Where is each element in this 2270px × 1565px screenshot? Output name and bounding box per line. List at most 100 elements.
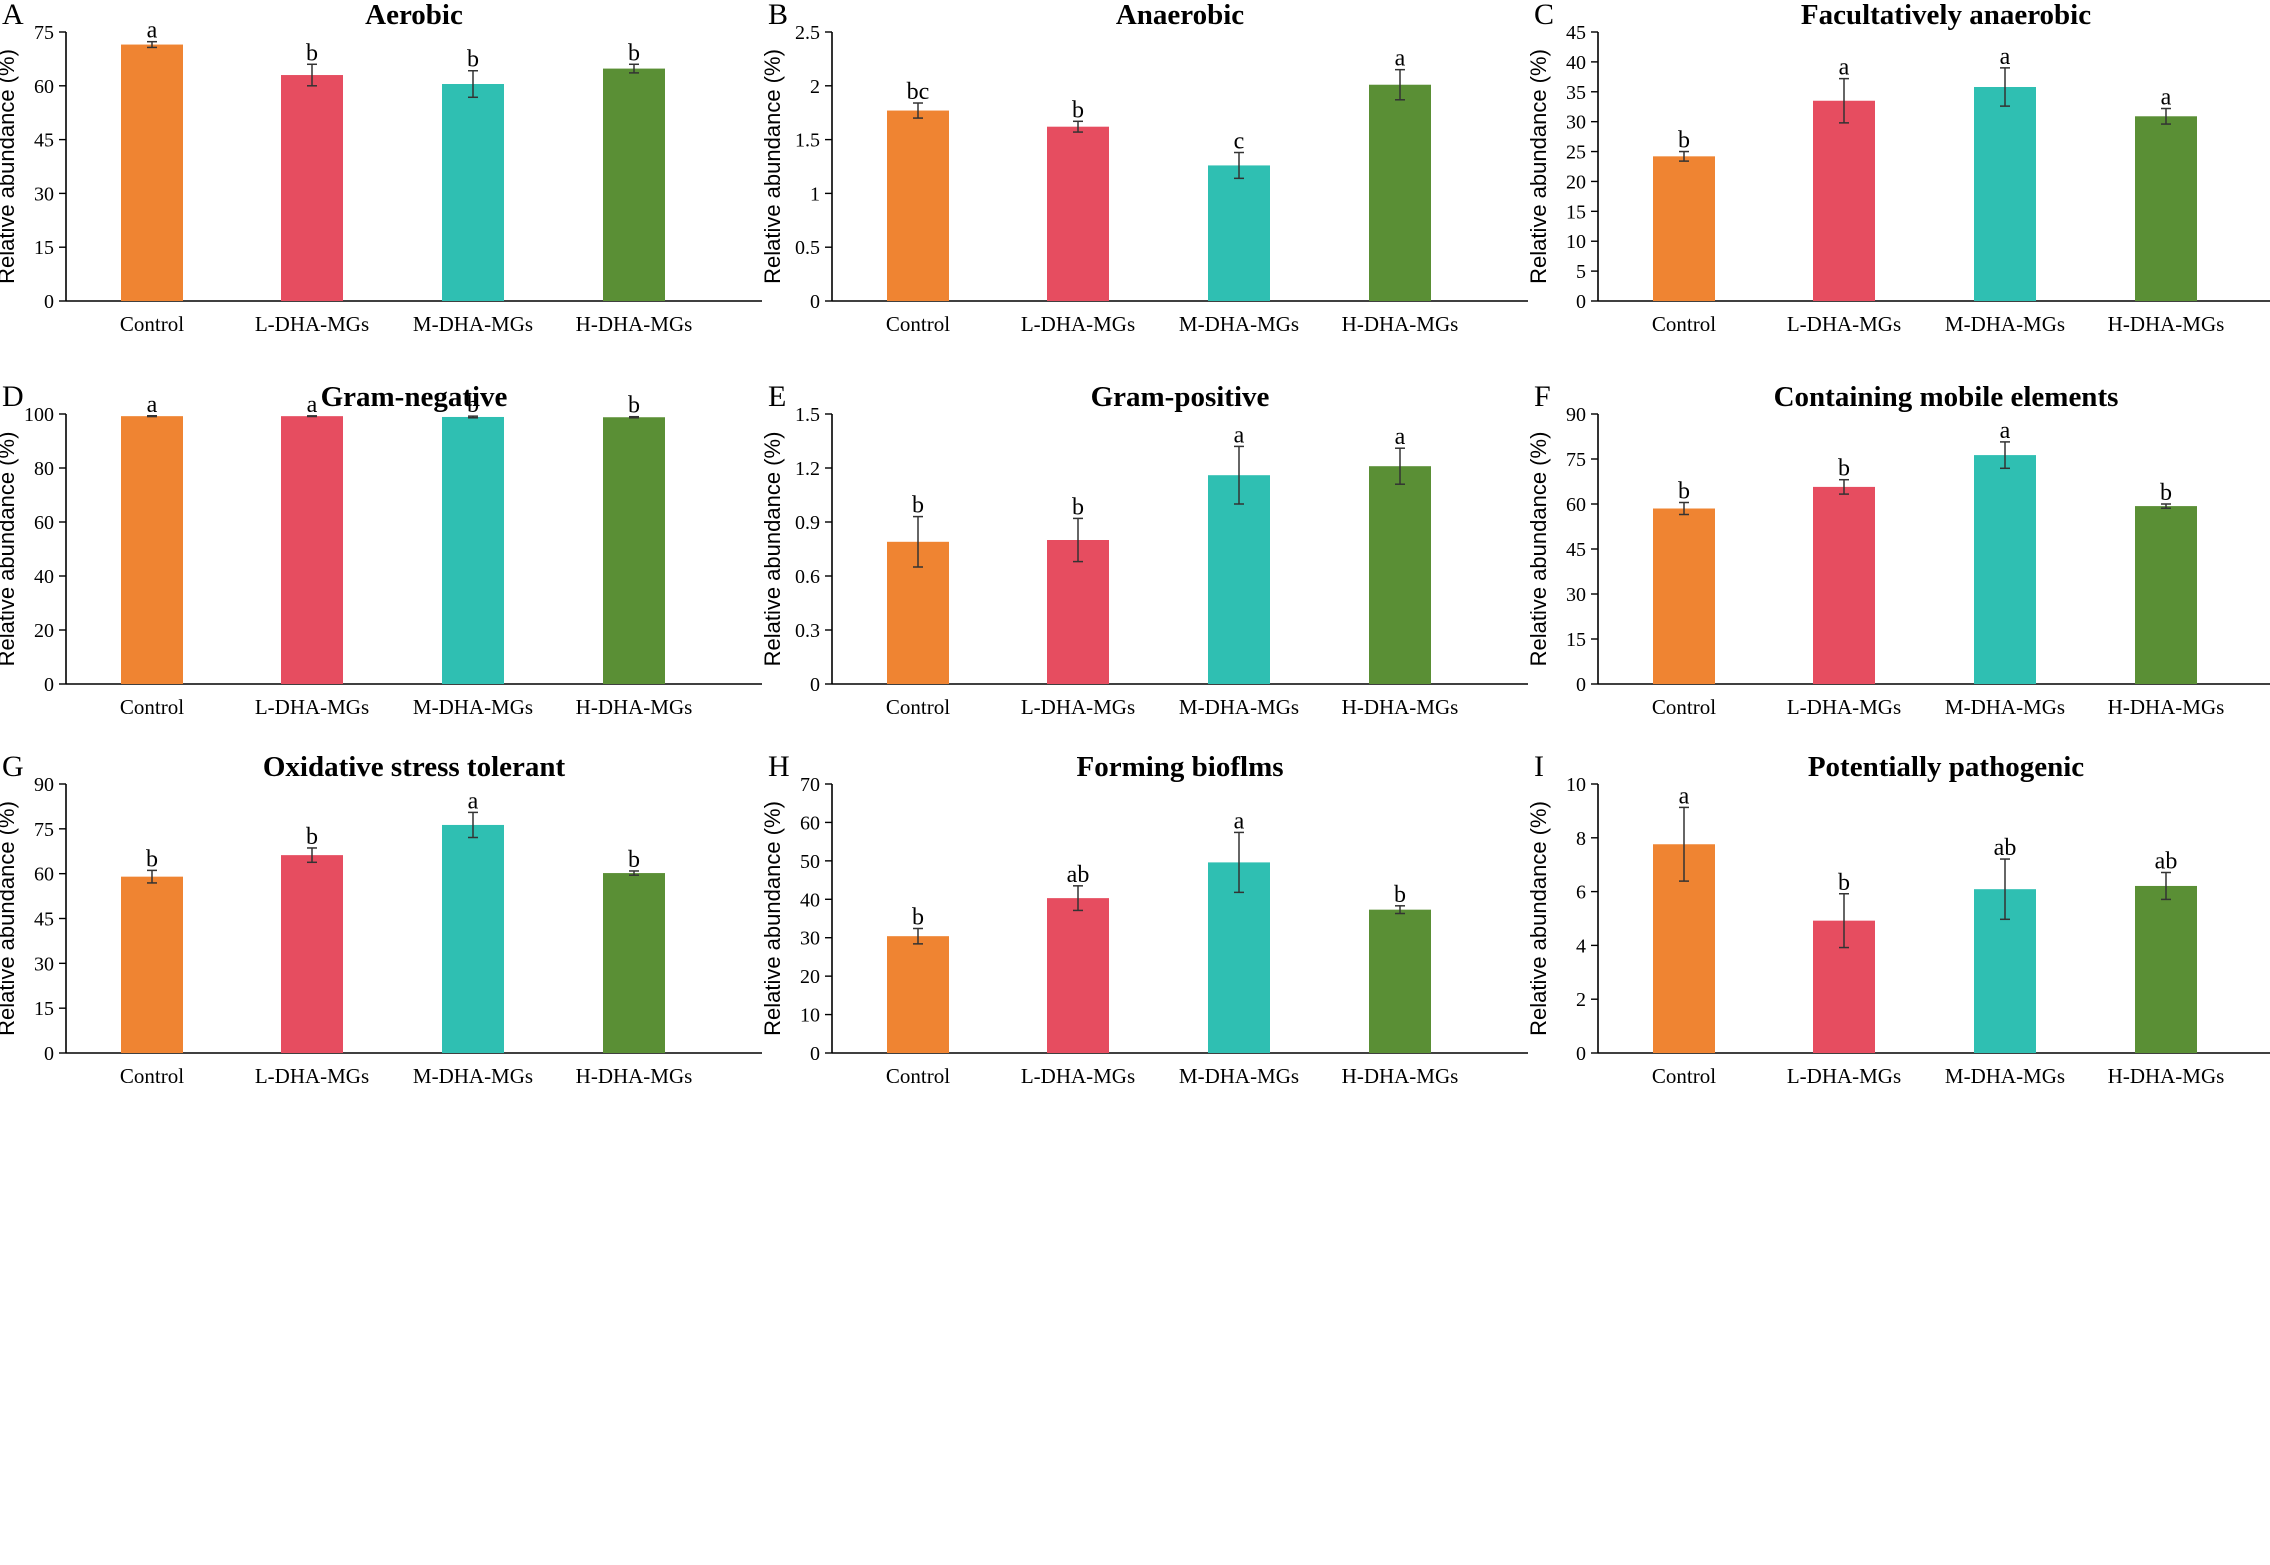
y-tick-label: 8 bbox=[1576, 828, 1586, 850]
category-label: M-DHA-MGs bbox=[413, 1064, 533, 1088]
error-bar bbox=[307, 415, 317, 418]
bar-m-dha-mgs bbox=[1974, 455, 2036, 684]
category-label: L-DHA-MGs bbox=[255, 1064, 369, 1088]
error-bar bbox=[1839, 478, 1849, 495]
y-tick-label: 0 bbox=[1576, 674, 1586, 696]
category-label: H-DHA-MGs bbox=[2108, 312, 2225, 336]
bar-h-dha-mgs bbox=[2135, 116, 2197, 301]
y-tick-label: 45 bbox=[1566, 539, 1586, 561]
panel-d: D Gram-negative Relative abundance (%) 0 20 4… bbox=[0, 380, 762, 719]
significance-label: ab bbox=[2155, 849, 2178, 875]
bar-h-dha-mgs bbox=[603, 873, 665, 1053]
y-tick-label: 1.5 bbox=[795, 130, 820, 152]
significance-label: b bbox=[2160, 480, 2172, 506]
bar-control bbox=[121, 876, 183, 1053]
y-tick-label: 75 bbox=[34, 22, 54, 44]
significance-label: b bbox=[1838, 870, 1850, 896]
significance-label: b bbox=[146, 846, 158, 872]
significance-label: a bbox=[147, 18, 158, 44]
y-tick-label: 0 bbox=[44, 291, 54, 313]
error-bar bbox=[1234, 831, 1244, 894]
category-label: Control bbox=[120, 695, 184, 719]
error-bar bbox=[307, 63, 317, 87]
y-tick-label: 45 bbox=[1566, 22, 1586, 44]
significance-label: b bbox=[1072, 97, 1084, 123]
y-tick-label: 0 bbox=[44, 674, 54, 696]
y-tick-label: 45 bbox=[34, 909, 54, 931]
panel-e: E Gram-positive Relative abundance (%) 0 0.3… bbox=[760, 380, 1528, 719]
bar-l-dha-mgs bbox=[281, 855, 343, 1053]
significance-label: ab bbox=[1994, 835, 2017, 861]
y-tick-label: 75 bbox=[1566, 449, 1586, 471]
category-label: Control bbox=[120, 1064, 184, 1088]
y-tick-label: 1 bbox=[810, 183, 820, 205]
y-tick-label: 45 bbox=[34, 130, 54, 152]
error-bar bbox=[1234, 445, 1244, 505]
panel-letter: G bbox=[2, 750, 24, 783]
category-label: L-DHA-MGs bbox=[1021, 312, 1135, 336]
y-tick-label: 40 bbox=[1566, 52, 1586, 74]
y-tick-label: 2 bbox=[1576, 989, 1586, 1011]
y-tick-label: 30 bbox=[800, 928, 820, 950]
y-tick-label: 50 bbox=[800, 851, 820, 873]
y-axis-title: Relative abundance (%) bbox=[0, 432, 19, 667]
significance-label: a bbox=[307, 392, 318, 418]
y-tick-label: 2.5 bbox=[795, 22, 820, 44]
panel-letter: E bbox=[768, 380, 786, 413]
y-tick-label: 1.2 bbox=[795, 458, 820, 480]
panel-b: B Anaerobic Relative abundance (%) 0 0.5 1 1.5… bbox=[760, 0, 1528, 336]
significance-label: b bbox=[628, 847, 640, 873]
category-label: H-DHA-MGs bbox=[576, 312, 693, 336]
y-tick-label: 90 bbox=[34, 774, 54, 796]
category-label: H-DHA-MGs bbox=[1342, 312, 1459, 336]
category-label: M-DHA-MGs bbox=[1945, 1064, 2065, 1088]
y-tick-label: 6 bbox=[1576, 882, 1586, 904]
panel-f: F Containing mobile elements Relative abun… bbox=[1526, 380, 2270, 719]
category-label: M-DHA-MGs bbox=[1945, 312, 2065, 336]
y-tick-label: 60 bbox=[800, 812, 820, 834]
category-label: L-DHA-MGs bbox=[1787, 312, 1901, 336]
panel-letter: I bbox=[1534, 750, 1544, 783]
category-label: Control bbox=[886, 1064, 950, 1088]
significance-label: a bbox=[1234, 422, 1245, 448]
y-tick-label: 60 bbox=[1566, 494, 1586, 516]
error-bar bbox=[1679, 150, 1689, 162]
y-tick-label: 10 bbox=[1566, 774, 1586, 796]
bar-h-dha-mgs bbox=[603, 417, 665, 684]
panel-title: Anaerobic bbox=[1116, 0, 1244, 31]
error-bar bbox=[2000, 441, 2010, 470]
error-bar bbox=[468, 415, 478, 419]
y-tick-label: 2 bbox=[810, 76, 820, 98]
bar-h-dha-mgs bbox=[1369, 84, 1431, 301]
significance-label: a bbox=[1395, 424, 1406, 450]
y-axis-title: Relative abundance (%) bbox=[0, 801, 19, 1036]
category-label: Control bbox=[1652, 312, 1716, 336]
significance-label: b bbox=[1072, 494, 1084, 520]
significance-label: b bbox=[467, 392, 479, 418]
y-axis-title: Relative abundance (%) bbox=[0, 49, 19, 284]
y-tick-label: 15 bbox=[1566, 201, 1586, 223]
bar-control bbox=[887, 110, 949, 301]
y-tick-label: 0 bbox=[810, 1043, 820, 1065]
significance-label: c bbox=[1234, 129, 1245, 155]
category-label: H-DHA-MGs bbox=[576, 1064, 693, 1088]
category-label: L-DHA-MGs bbox=[255, 695, 369, 719]
y-tick-label: 90 bbox=[1566, 404, 1586, 426]
y-axis-title: Relative abundance (%) bbox=[1526, 49, 1551, 284]
panel-title: Facultatively anaerobic bbox=[1801, 0, 2091, 31]
y-tick-label: 0 bbox=[810, 291, 820, 313]
y-tick-label: 4 bbox=[1576, 935, 1586, 957]
y-tick-label: 20 bbox=[34, 620, 54, 642]
bar-m-dha-mgs bbox=[442, 824, 504, 1053]
y-tick-label: 35 bbox=[1566, 82, 1586, 104]
significance-label: b bbox=[1838, 456, 1850, 482]
significance-label: b bbox=[912, 904, 924, 930]
category-label: M-DHA-MGs bbox=[1179, 1064, 1299, 1088]
error-bar bbox=[468, 69, 478, 99]
y-tick-label: 40 bbox=[34, 566, 54, 588]
category-label: M-DHA-MGs bbox=[1945, 695, 2065, 719]
y-tick-label: 0.9 bbox=[795, 512, 820, 534]
bar-control bbox=[887, 936, 949, 1053]
error-bar bbox=[147, 40, 157, 49]
